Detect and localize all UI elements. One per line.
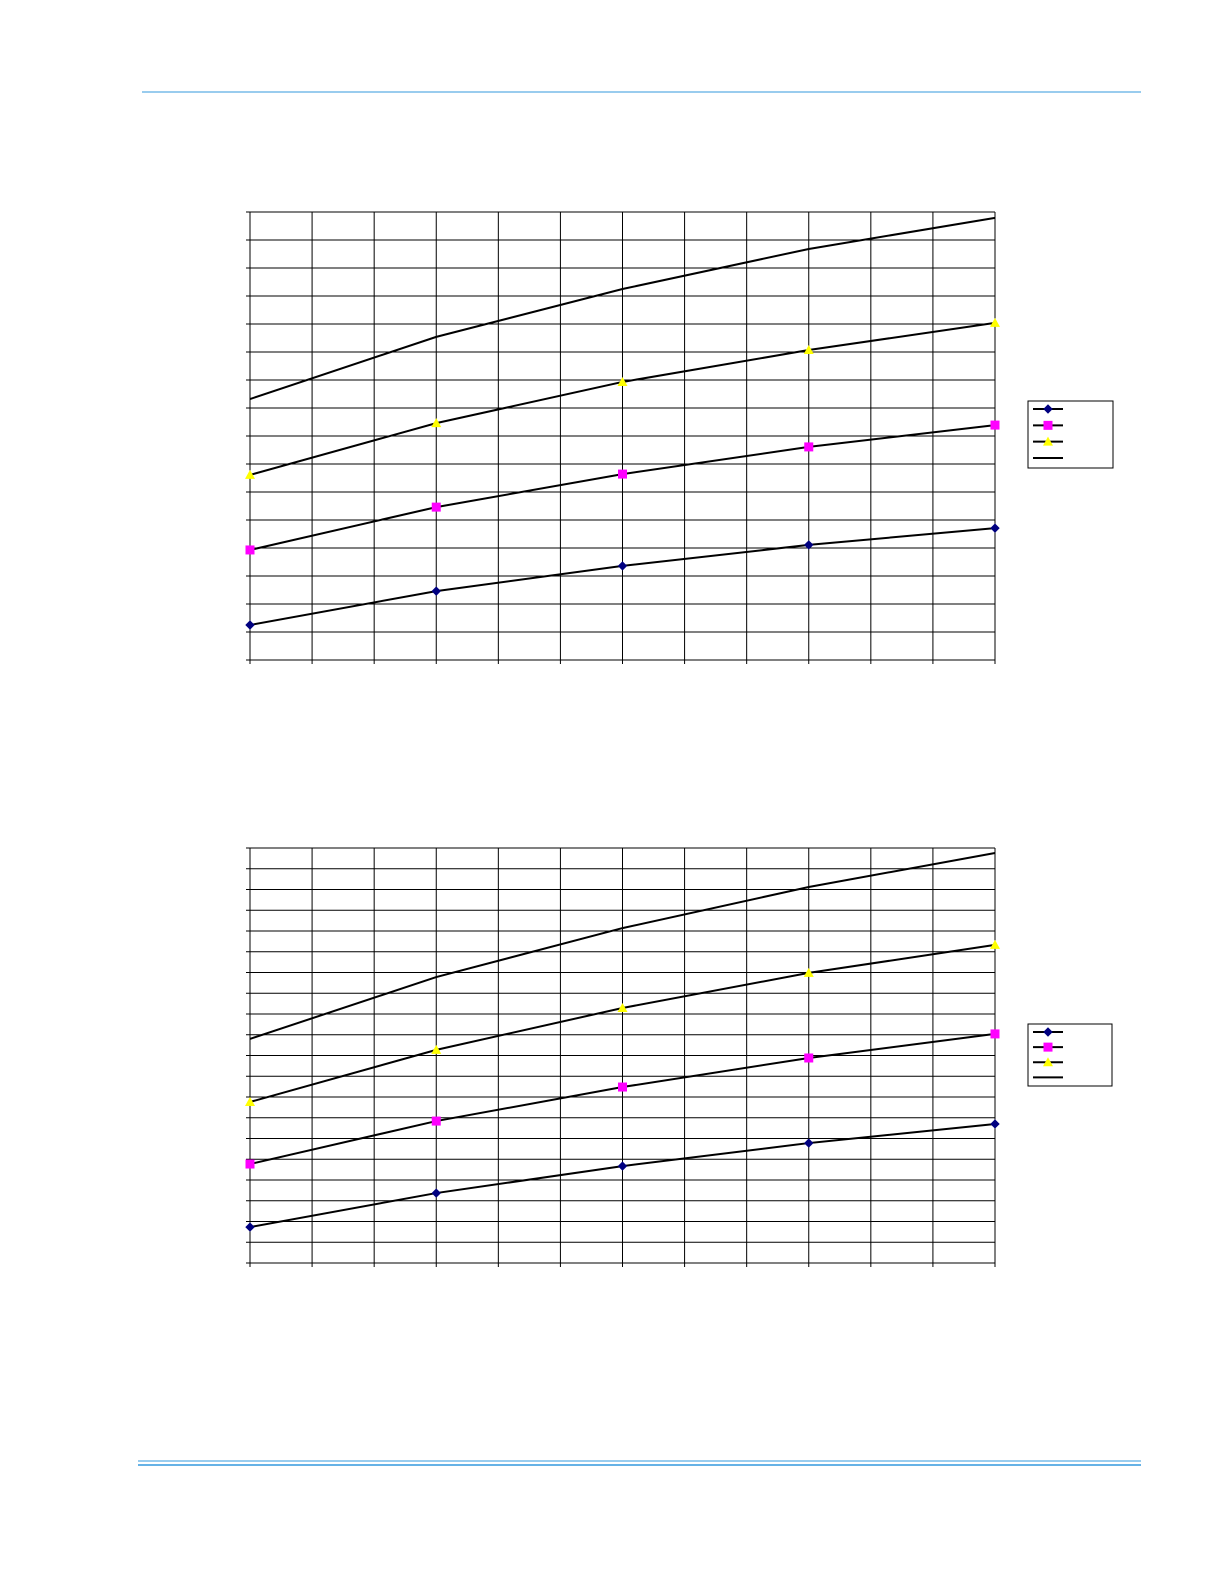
marker-square: [245, 545, 255, 555]
series-line: [249, 851, 996, 1040]
marker-diamond: [431, 1188, 441, 1198]
marker-triangle: [1043, 1057, 1053, 1067]
marker-square: [990, 1029, 1000, 1039]
marker-square: [431, 1116, 441, 1126]
marker-triangle: [803, 345, 814, 355]
marker-diamond: [245, 620, 255, 630]
marker-diamond: [617, 561, 628, 571]
marker-square: [990, 420, 1000, 430]
marker-triangle: [431, 1044, 442, 1054]
legend-box: [1027, 1023, 1113, 1087]
marker-diamond: [431, 586, 441, 596]
marker-diamond: [245, 1222, 255, 1232]
marker-square: [1043, 420, 1053, 430]
marker-square: [618, 469, 627, 479]
marker-triangle: [617, 1002, 628, 1012]
marker-triangle: [990, 317, 1000, 327]
marker-diamond: [990, 1119, 1000, 1129]
marker-diamond: [1043, 1027, 1053, 1037]
marker-triangle: [431, 418, 442, 428]
marker-square: [804, 442, 814, 452]
marker-diamond: [1043, 404, 1053, 414]
marker-triangle: [245, 469, 255, 479]
marker-triangle: [990, 939, 1000, 949]
series-line: [249, 216, 996, 400]
marker-triangle: [617, 376, 628, 386]
marker-triangle: [803, 967, 814, 977]
marker-diamond: [804, 540, 814, 550]
marker-triangle: [1043, 436, 1053, 446]
marker-triangle: [245, 1096, 255, 1106]
legend-box: [1027, 400, 1114, 469]
marker-diamond: [990, 523, 1000, 533]
marker-square: [804, 1053, 814, 1063]
marker-square: [1043, 1042, 1053, 1052]
marker-square: [245, 1159, 255, 1169]
marker-diamond: [617, 1161, 628, 1171]
marker-square: [431, 502, 441, 512]
marker-square: [618, 1082, 627, 1092]
marker-diamond: [804, 1138, 814, 1148]
